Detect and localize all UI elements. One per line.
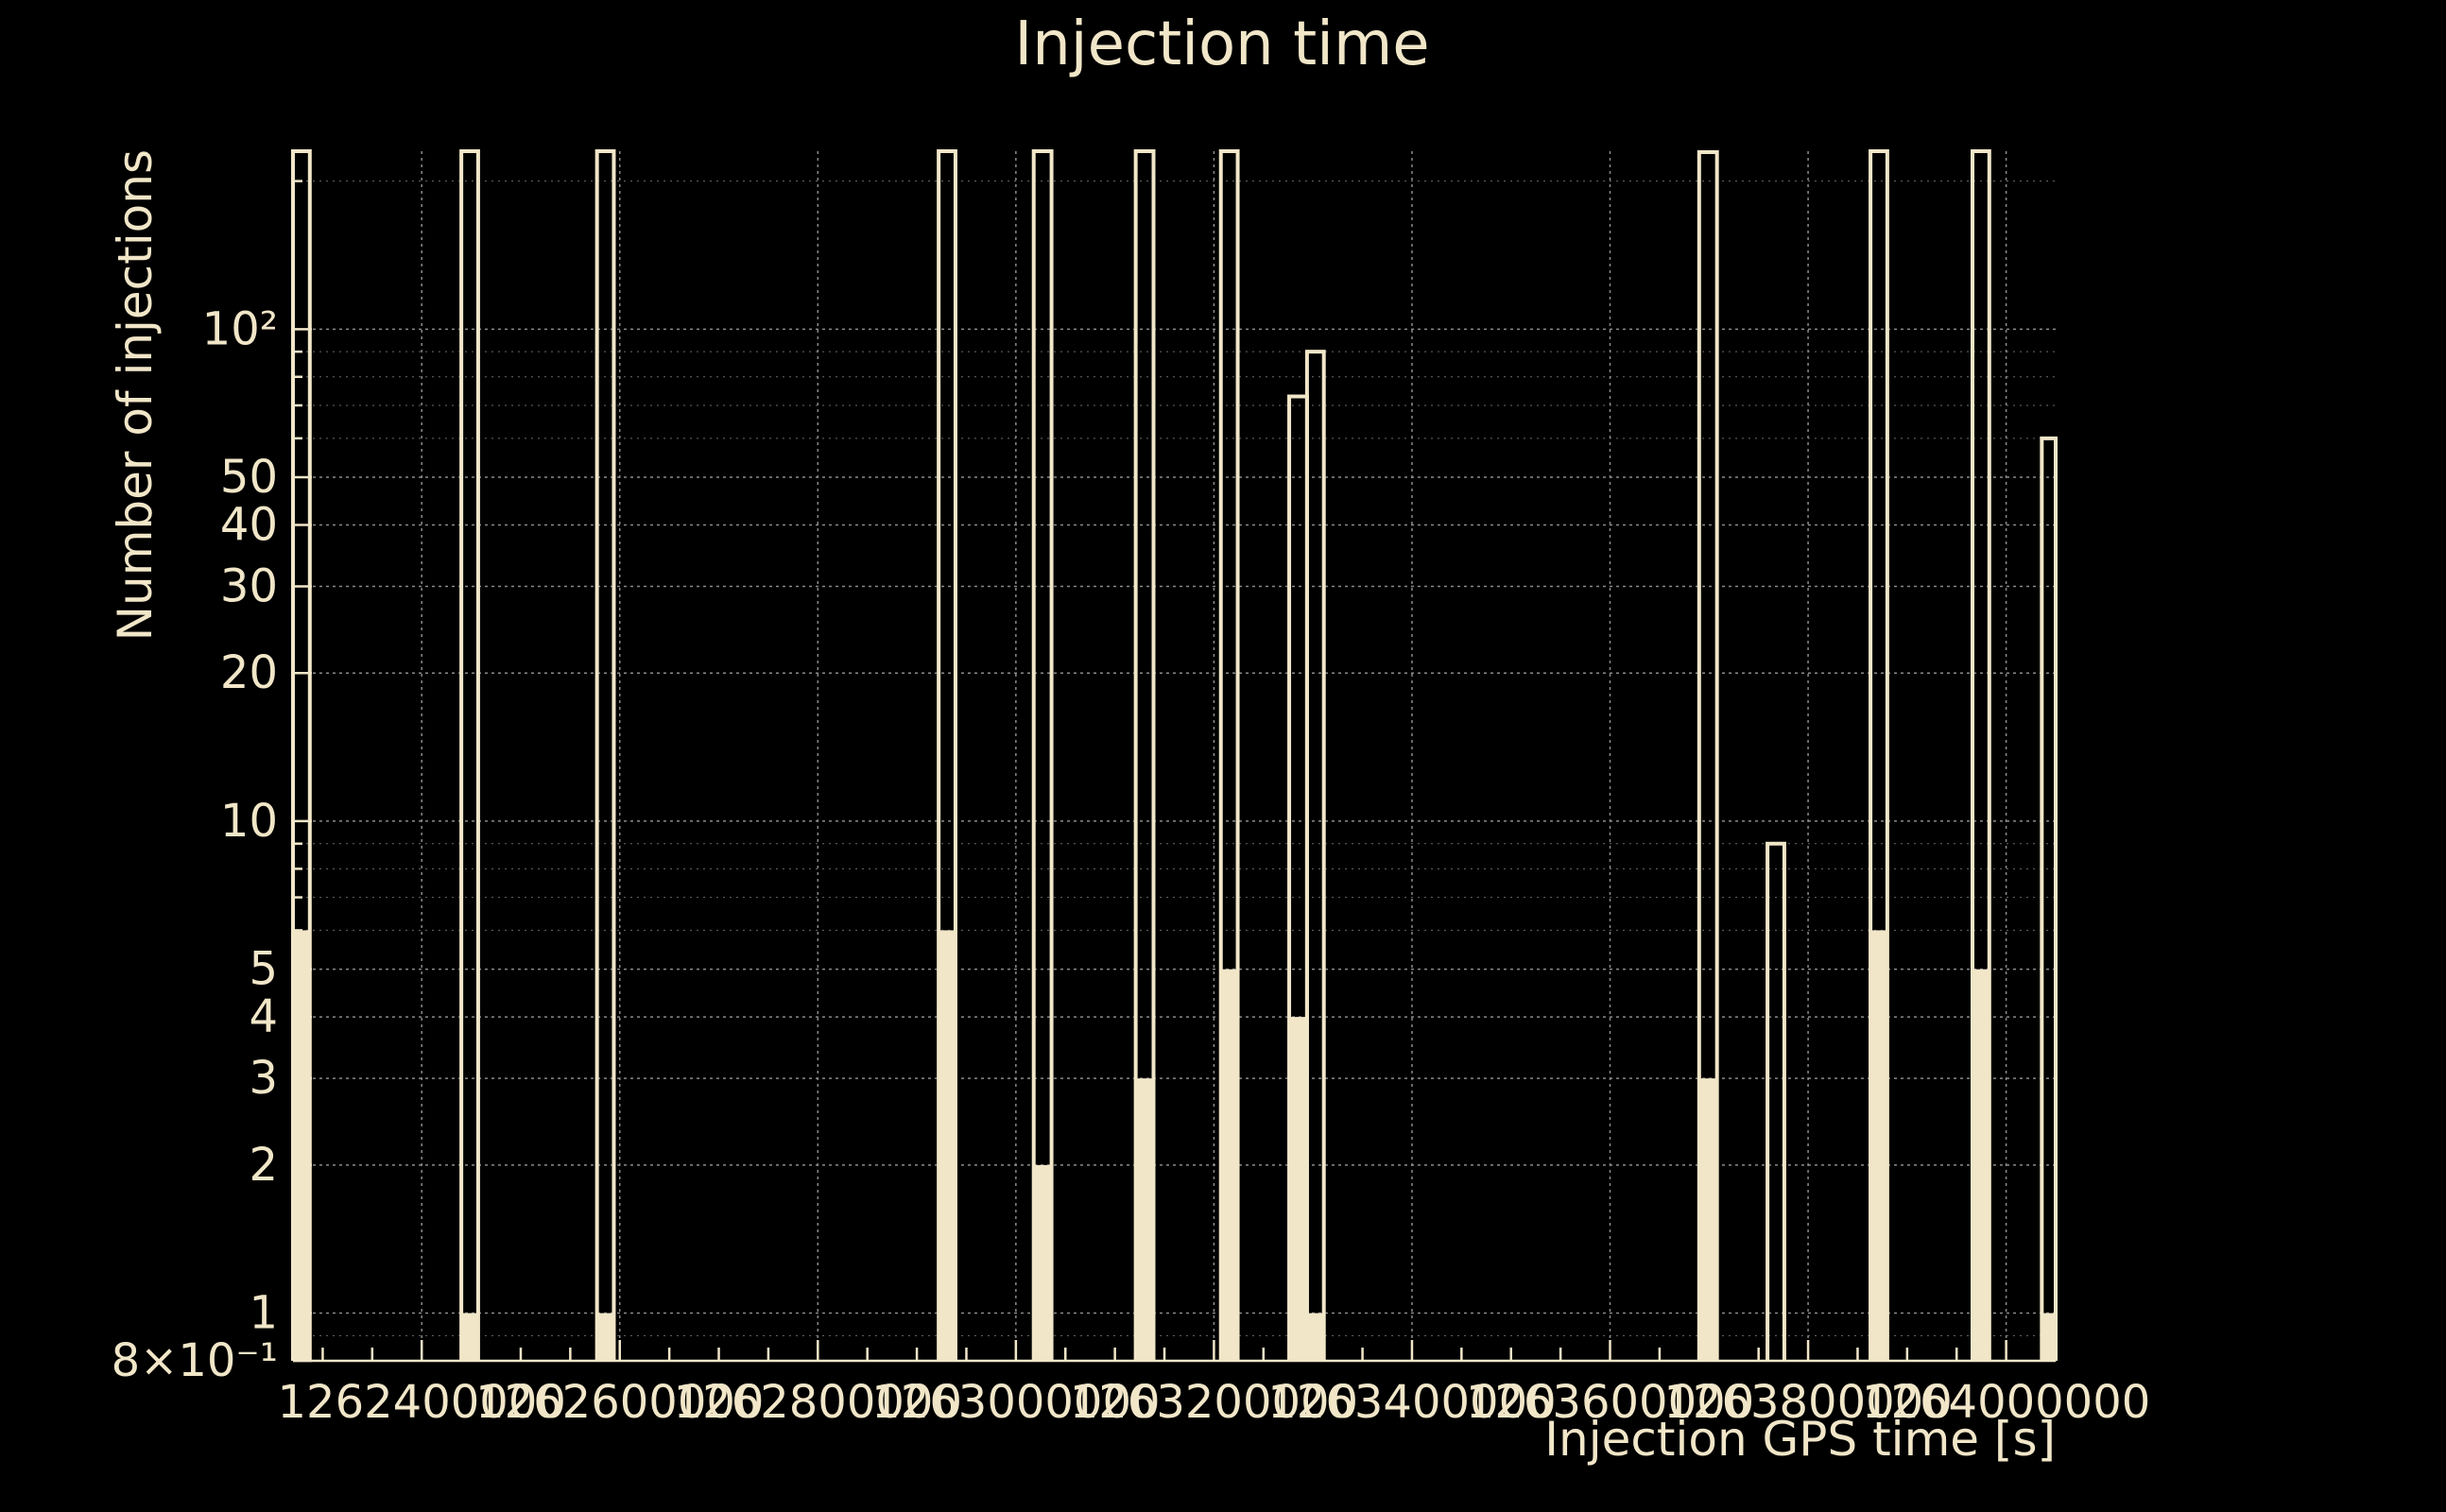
- y-tick-label: 3: [249, 1052, 278, 1105]
- outline-bar: [1697, 149, 1719, 1361]
- filled-bar: [1698, 1078, 1717, 1361]
- y-tick-label: 8×10⁻¹: [112, 1334, 278, 1387]
- filled-bar: [1033, 1164, 1052, 1361]
- filled-bar: [1972, 969, 1990, 1361]
- outline-bar: [459, 149, 480, 1361]
- x-tick-label: 1262400000: [278, 1376, 566, 1429]
- filled-bar: [596, 1313, 614, 1361]
- filled-bar: [1870, 930, 1887, 1361]
- x-tick-label: 1262800000: [674, 1376, 962, 1429]
- outline-bar: [1970, 149, 1991, 1361]
- y-tick-label: 2: [249, 1139, 278, 1192]
- y-tick-label: 20: [220, 646, 278, 699]
- x-tick-label: 1263200000: [1070, 1376, 1358, 1429]
- outline-bar: [594, 149, 616, 1361]
- y-tick-label: 30: [220, 560, 278, 613]
- outline-bar: [1133, 149, 1156, 1361]
- outline-bar: [1031, 149, 1054, 1361]
- filled-bar: [1289, 1017, 1307, 1361]
- y-tick-label: 5: [249, 943, 278, 996]
- x-tick-label: 1262600000: [475, 1376, 764, 1429]
- grid-lines: [293, 151, 2056, 1361]
- x-tick-label: 1263800000: [1663, 1376, 1952, 1429]
- y-tick-label: 4: [249, 990, 278, 1043]
- outline-bar: [1869, 149, 1889, 1361]
- y-tick-label: 10: [220, 795, 278, 848]
- chart-title: Injection time: [1014, 9, 1429, 79]
- y-tick-label: 10²: [202, 302, 278, 355]
- outline-bar: [1218, 149, 1240, 1361]
- x-tick-label: 1263600000: [1466, 1376, 1754, 1429]
- outline-bar: [1766, 841, 1786, 1361]
- x-tick-label: 1263000000: [871, 1376, 1160, 1429]
- filled-bar: [2041, 1313, 2056, 1361]
- filled-bar: [461, 1313, 478, 1361]
- y-tick-label: 40: [220, 498, 278, 551]
- histogram-bars: [291, 149, 2058, 1361]
- x-axis-label: Injection GPS time [s]: [1544, 1412, 2056, 1467]
- y-tick-label: 1: [249, 1287, 278, 1340]
- filled-bar: [1306, 1313, 1324, 1361]
- filled-bar: [293, 930, 310, 1361]
- filled-bar: [939, 930, 956, 1361]
- x-tick-label: 1263400000: [1267, 1376, 1556, 1429]
- filled-bar: [1135, 1078, 1154, 1361]
- outline-bar: [1304, 350, 1326, 1361]
- filled-bar: [1220, 969, 1238, 1361]
- y-axis-label: Number of injections: [108, 149, 163, 641]
- outline-bar: [937, 149, 957, 1361]
- x-tick-label: 1264000000: [1862, 1376, 2150, 1429]
- y-tick-label: 50: [220, 451, 278, 504]
- outline-bar: [2040, 436, 2058, 1361]
